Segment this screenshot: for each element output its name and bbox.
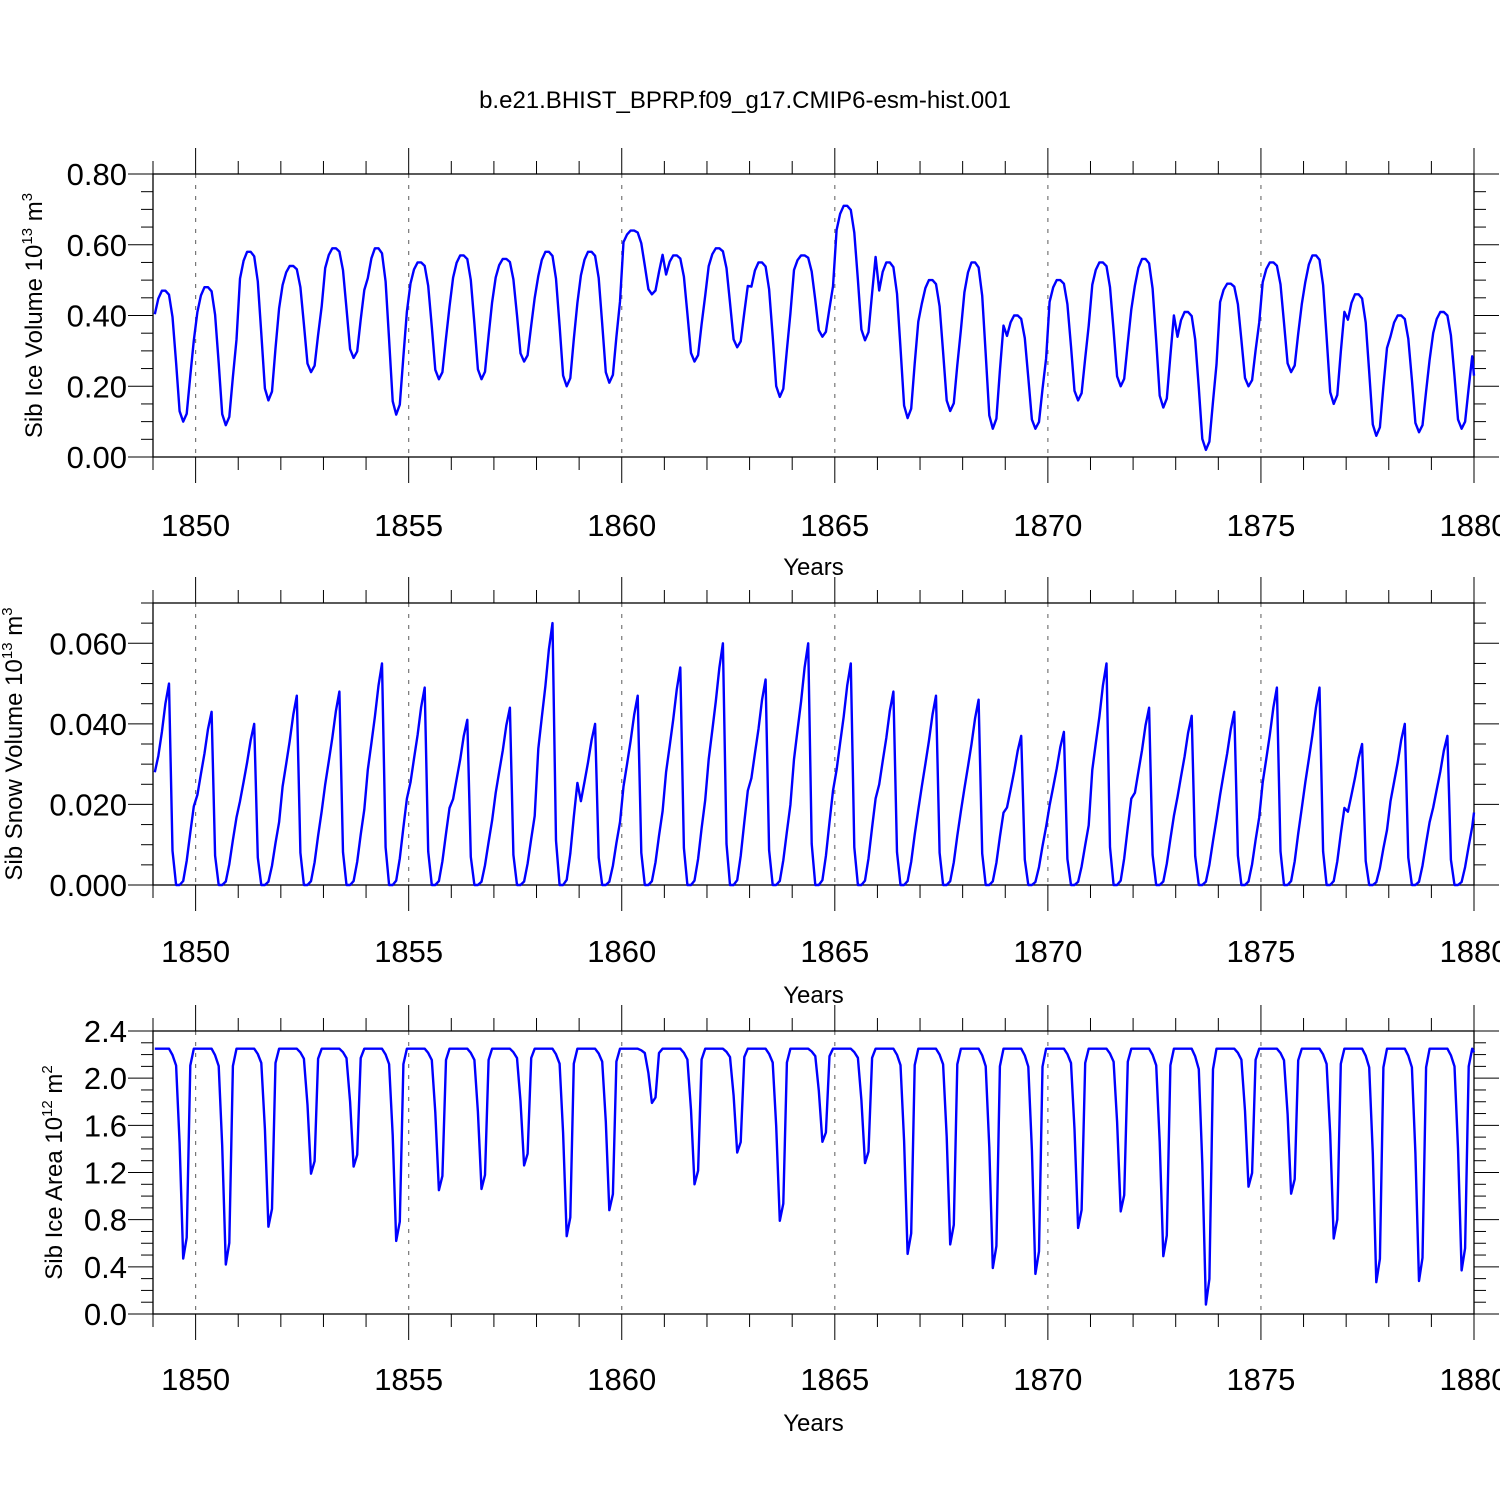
series-line [154,1047,1476,1306]
x-tick-label: 1880 [1440,934,1500,969]
x-tick-label: 1875 [1226,508,1295,543]
plot-frame [152,602,1475,886]
x-tick-label: 1870 [1013,934,1082,969]
x-tick-label: 1865 [800,1362,869,1397]
plot-frame [152,1030,1475,1315]
y-tick-label: 1.6 [84,1108,127,1143]
panel-snow-volume: 1850 1855 1860 1865 1870 1875 1880 0.000 0.020 0.… [0,577,1500,1009]
panel-ice-volume: 1850 1855 1860 1865 1870 1875 1880 0.00 0.20 0.40… [19,148,1500,581]
series-line [153,621,1476,887]
y-tick-label: 1.2 [84,1156,127,1191]
y-axis-label: Sib Ice Area 1012 m2 [39,1065,68,1279]
x-tick-label: 1880 [1440,508,1500,543]
y-tick-label: 0.040 [49,707,127,742]
x-axis-label: Years [783,1410,844,1437]
x-tick-label: 1880 [1440,1362,1500,1397]
x-axis-label: Years [783,554,844,581]
series-line [153,204,1476,452]
y-tick-label: 2.0 [84,1061,127,1096]
x-tick-label: 1850 [161,508,230,543]
x-tick-label: 1860 [587,1362,656,1397]
y-tick-label: 0.000 [49,868,127,903]
y-tick-label: 0.4 [84,1250,127,1285]
x-axis-label: Years [783,982,844,1009]
y-axis-label: Sib Snow Volume 1013 m3 [0,607,28,880]
x-tick-label: 1855 [374,508,443,543]
x-tick-label: 1850 [161,934,230,969]
x-tick-label: 1860 [587,934,656,969]
x-tick-label: 1865 [800,934,869,969]
x-tick-label: 1855 [374,1362,443,1397]
panel-ice-area: 1850 1855 1860 1865 1870 1875 1880 0.0 0.4 0.8 1.2… [39,1005,1500,1437]
x-tick-label: 1865 [800,508,869,543]
y-tick-label: 0.0 [84,1297,127,1332]
x-tick-label: 1875 [1226,934,1295,969]
y-tick-label: 0.020 [49,787,127,822]
y-tick-label: 0.80 [67,157,127,192]
figure-title: b.e21.BHIST_BPRP.f09_g17.CMIP6-esm-hist.… [479,87,1011,114]
x-tick-label: 1870 [1013,508,1082,543]
y-tick-label: 0.60 [67,228,127,263]
y-tick-label: 0.060 [49,626,127,661]
y-tick-label: 0.00 [67,440,127,475]
y-tick-label: 0.40 [67,299,127,334]
x-tick-label: 1875 [1226,1362,1295,1397]
x-tick-label: 1870 [1013,1362,1082,1397]
y-tick-label: 0.20 [67,369,127,404]
y-tick-label: 2.4 [84,1014,127,1049]
x-tick-label: 1850 [161,1362,230,1397]
y-tick-label: 0.8 [84,1203,127,1238]
plot-frame [152,173,1475,458]
x-tick-label: 1855 [374,934,443,969]
x-tick-label: 1860 [587,508,656,543]
y-axis-label: Sib Ice Volume 1013 m3 [19,193,48,438]
